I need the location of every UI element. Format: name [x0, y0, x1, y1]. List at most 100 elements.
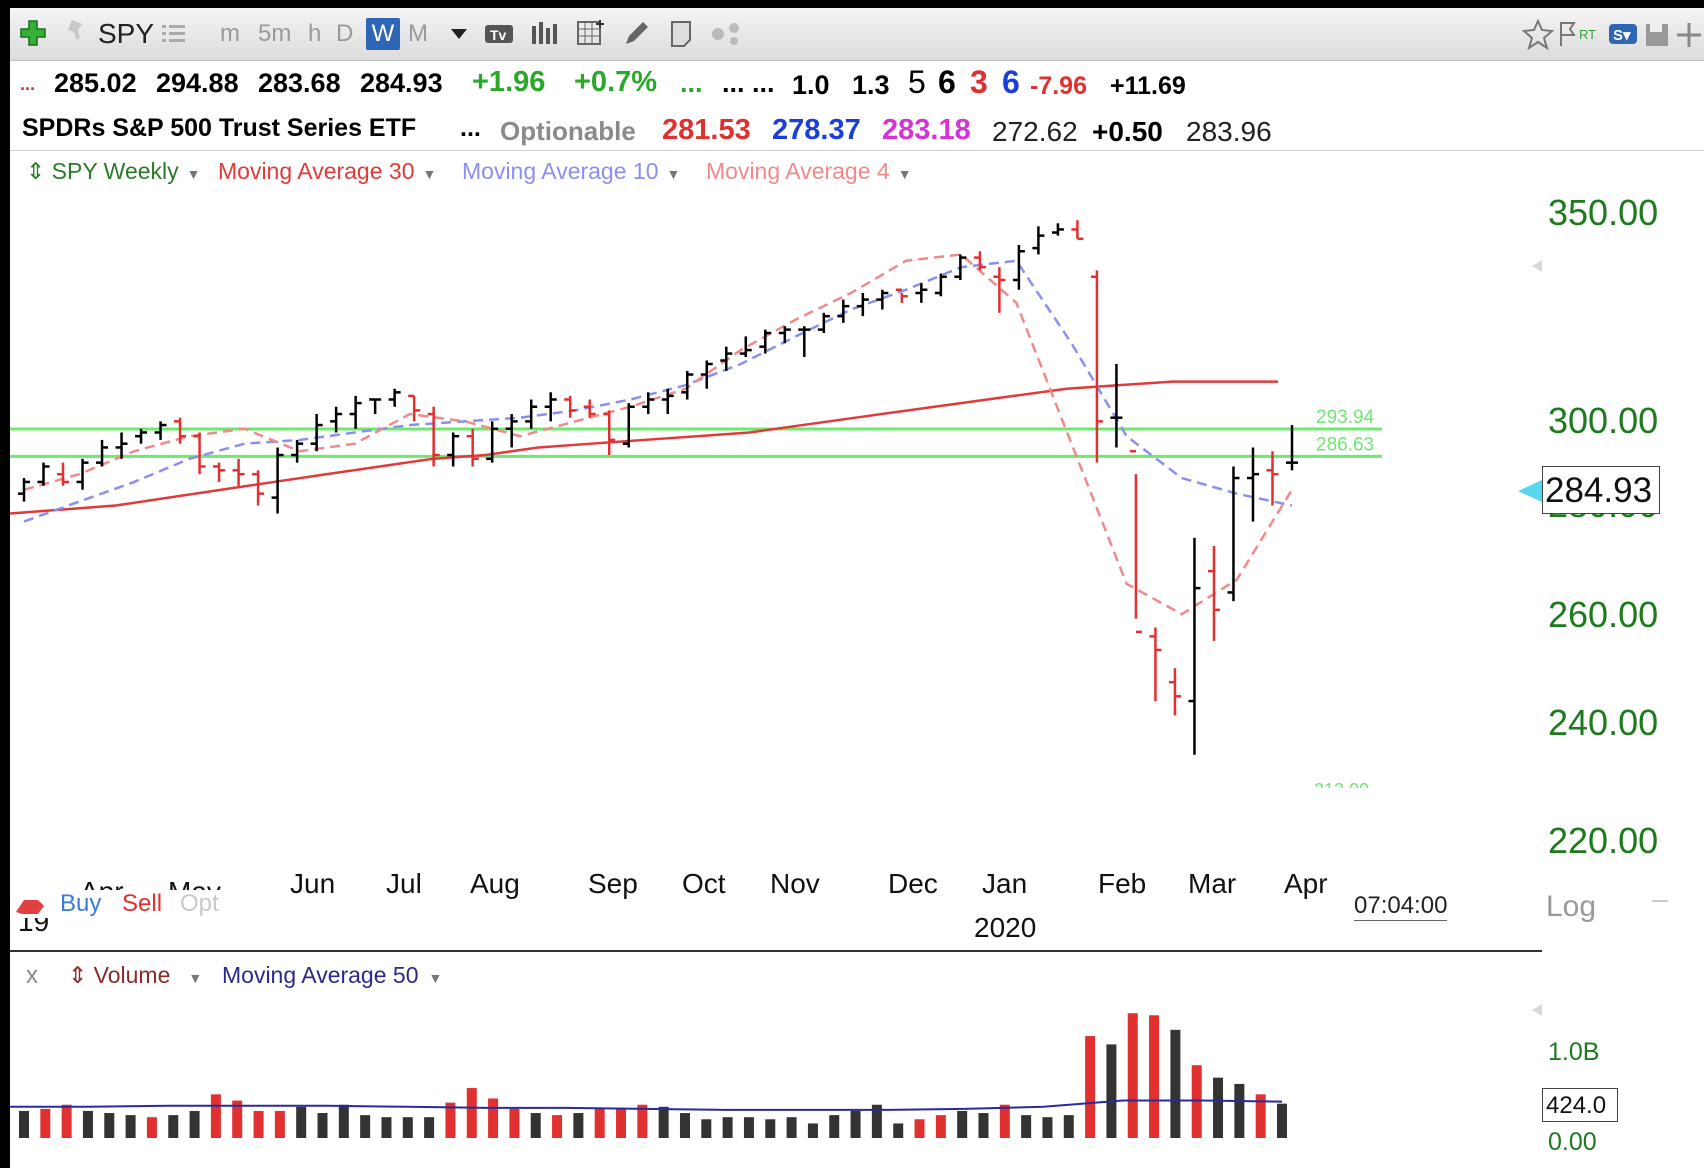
symbol-field[interactable]: SPY	[98, 18, 155, 49]
legend-ma4-label: Moving Average 4	[706, 158, 890, 184]
security-name: SPDRs S&P 500 Trust Series ETF	[22, 114, 417, 142]
price-bar	[739, 336, 752, 358]
interval-5minute[interactable]: 5m	[258, 20, 292, 47]
chevron-down-icon[interactable]	[450, 28, 468, 40]
interval-week[interactable]: W	[366, 18, 400, 50]
volume-axis-label: 0.00	[1548, 1128, 1597, 1156]
price-bar	[856, 293, 869, 317]
month-label: Oct	[682, 868, 726, 899]
interval-minute[interactable]: m	[220, 20, 240, 47]
volume-chart[interactable]	[10, 990, 1430, 1140]
quote-open: 285.02	[54, 68, 137, 98]
volume-current-tag: 424.0	[1542, 1088, 1618, 1122]
price-axis-label: 220.00	[1548, 820, 1659, 861]
volume-ma-legend[interactable]: Moving Average 50 ▼	[222, 962, 443, 988]
price-bar	[291, 439, 304, 463]
price-bar	[993, 267, 1006, 313]
legend-ma4[interactable]: Moving Average 4 ▼	[706, 158, 912, 184]
flag-icon[interactable]	[1558, 20, 1578, 48]
trade-icon[interactable]	[14, 894, 46, 918]
options-button[interactable]: Opt	[180, 890, 219, 917]
price-bar	[330, 406, 343, 433]
quote-divider	[10, 150, 1704, 151]
price-bar	[1110, 363, 1123, 448]
volume-bar	[19, 1110, 29, 1138]
month-label: Mar	[1188, 868, 1237, 899]
volume-bar	[850, 1110, 861, 1138]
price-bar	[778, 326, 791, 344]
price-bar	[466, 428, 479, 467]
volume-bar	[786, 1117, 797, 1138]
volume-bar	[40, 1108, 51, 1138]
price-bar	[252, 470, 265, 506]
move-icon[interactable]	[1676, 22, 1702, 48]
price-bar	[700, 360, 713, 389]
volume-legend-label: Volume	[93, 962, 171, 988]
star-icon[interactable]	[1522, 18, 1554, 50]
add-icon[interactable]	[18, 18, 48, 48]
interval-month[interactable]: M	[408, 20, 428, 47]
buy-button[interactable]: Buy	[60, 890, 102, 917]
volume-bar	[594, 1108, 605, 1138]
security-name-dots: ...	[460, 114, 481, 142]
price-bar	[1129, 449, 1142, 634]
volume-bar	[530, 1113, 541, 1138]
volume-bar	[210, 1094, 221, 1138]
quote-change-pct: +0.7%	[574, 66, 658, 98]
list-icon[interactable]	[160, 22, 188, 46]
grid-add-icon[interactable]	[576, 18, 608, 48]
price-bar	[408, 394, 421, 422]
panel-divider[interactable]	[10, 950, 1542, 952]
volume-bar	[1063, 1115, 1074, 1138]
pencil-icon[interactable]	[622, 18, 652, 48]
price-bar	[622, 403, 635, 448]
share-icon[interactable]	[710, 22, 744, 46]
legend-ma30[interactable]: Moving Average 30 ▼	[218, 158, 437, 184]
year-label: 2020	[974, 912, 1037, 943]
price-bar	[837, 299, 850, 323]
quote-dots: ... ...	[722, 68, 775, 98]
chart-type-icon[interactable]: Tv	[484, 22, 514, 46]
interval-hour[interactable]: h	[308, 20, 322, 47]
year-label-prev: 19	[18, 918, 50, 937]
quote-price-blue: 278.37	[772, 114, 861, 146]
legend-spy-weekly[interactable]: ⇕ SPY Weekly ▼	[26, 158, 201, 184]
save-icon[interactable]	[1644, 22, 1670, 48]
volume-bar	[104, 1113, 115, 1138]
price-bar	[310, 414, 323, 452]
quote-count-3: 3	[970, 64, 988, 100]
price-bar	[798, 326, 811, 358]
volume-bar	[1042, 1117, 1053, 1138]
price-bar	[154, 421, 167, 440]
quote-count-4: 6	[1002, 64, 1020, 100]
volume-bar	[381, 1117, 392, 1138]
quote-price-magenta: 283.18	[882, 114, 971, 146]
volume-legend[interactable]: ⇕ Volume ▼	[68, 962, 203, 988]
interval-day[interactable]: D	[336, 20, 354, 47]
pin-icon[interactable]	[64, 18, 88, 50]
legend-ma10-label: Moving Average 10	[462, 158, 659, 184]
bar-chart-icon[interactable]	[530, 20, 560, 46]
stream-icon[interactable]: S▾	[1608, 22, 1638, 46]
price-bar	[1246, 447, 1259, 522]
price-bar	[876, 289, 889, 310]
sell-button[interactable]: Sell	[122, 890, 163, 917]
realtime-icon[interactable]: RT	[1578, 22, 1602, 46]
legend-spy-weekly-label: SPY Weekly	[51, 158, 179, 184]
volume-bar	[999, 1104, 1010, 1138]
axis-menu-icon[interactable]	[1652, 900, 1668, 902]
month-label: Jul	[386, 868, 422, 899]
price-axis-label: 240.00	[1548, 702, 1659, 743]
close-volume-panel-button[interactable]: x	[26, 962, 38, 989]
note-icon[interactable]	[666, 18, 696, 48]
price-bar	[447, 432, 460, 467]
price-bar	[388, 388, 401, 407]
volume-bar	[168, 1115, 179, 1138]
legend-ma10[interactable]: Moving Average 10 ▼	[462, 158, 681, 184]
month-label: May	[168, 872, 221, 890]
volume-bar	[765, 1119, 776, 1138]
volume-bar	[274, 1110, 285, 1138]
last-price-value: 284.93	[1545, 471, 1653, 510]
log-scale-toggle[interactable]: Log	[1546, 890, 1597, 923]
